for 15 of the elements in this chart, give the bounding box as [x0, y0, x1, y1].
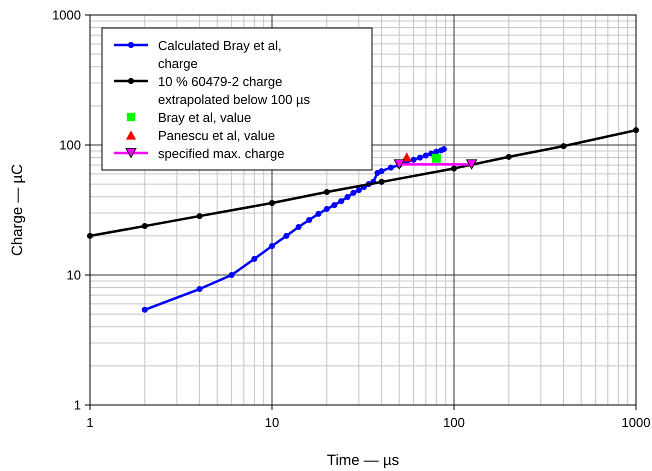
x-tick-label: 1000	[622, 415, 650, 430]
x-tick-label: 1	[86, 415, 94, 430]
x-axis-title: Time — µs	[326, 452, 400, 469]
legend-label: Bray et al, value	[158, 110, 252, 125]
legend-label: Calculated Bray et al, charge	[158, 38, 282, 71]
y-axis-title: Charge — µC	[9, 164, 26, 256]
y-tick-label: 1000	[52, 8, 81, 22]
x-tick-label: 10	[264, 415, 280, 430]
y-tick-label: 1	[74, 398, 81, 412]
legend-label: Panescu et al, value	[158, 128, 276, 143]
y-tick-label: 100	[59, 138, 81, 152]
x-tick-label: 100	[443, 415, 465, 430]
y-tick-label: 10	[66, 268, 81, 282]
legend-label: specified max. charge	[158, 146, 284, 161]
legend-label: 10 % 60479-2 charge extrapolated below 100 µs	[158, 74, 311, 107]
